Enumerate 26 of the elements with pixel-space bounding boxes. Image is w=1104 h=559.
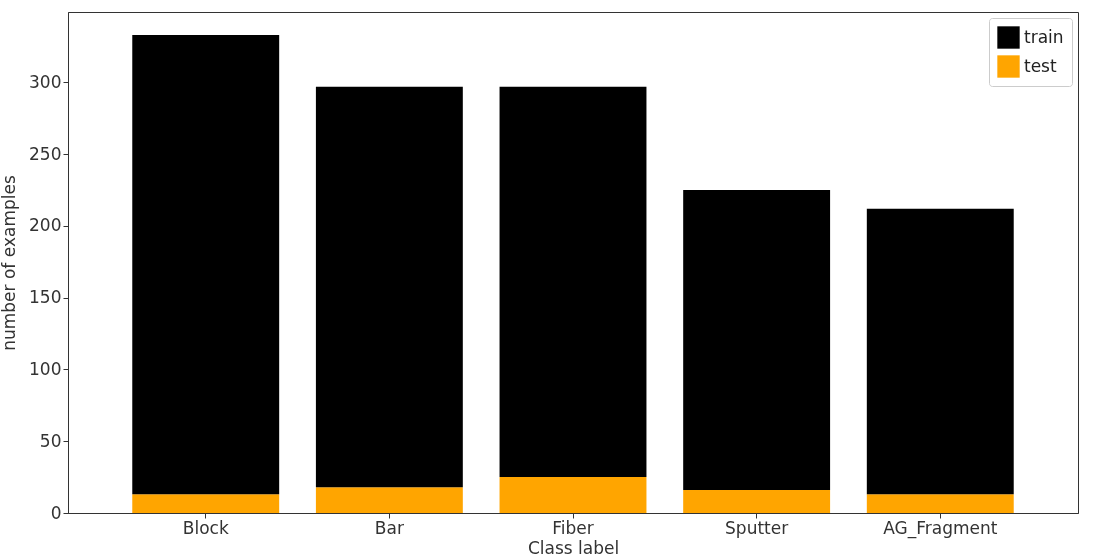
- y-tick-label: 150: [29, 287, 62, 308]
- y-tick-label: 50: [39, 430, 62, 451]
- x-axis-title: Class label: [527, 537, 620, 558]
- bar: [683, 190, 831, 491]
- bar: [866, 208, 1014, 495]
- y-tick-label: 0: [50, 502, 62, 523]
- y-tick-label: 250: [29, 143, 62, 164]
- bar: [315, 86, 463, 488]
- bar: [315, 487, 463, 513]
- x-tick-label: Sputter: [725, 517, 789, 538]
- bar: [499, 477, 647, 513]
- legend-label: test: [1024, 55, 1057, 76]
- bar: [132, 34, 280, 495]
- bar: [866, 494, 1014, 513]
- y-tick-label: 300: [29, 71, 62, 92]
- legend-label: train: [1024, 26, 1064, 47]
- x-tick-label: Bar: [374, 517, 404, 538]
- y-tick-label: 100: [29, 358, 62, 379]
- x-tick-label: AG_Fragment: [883, 517, 998, 539]
- bar: [499, 86, 647, 478]
- bar: [132, 494, 280, 513]
- y-tick-label: 200: [29, 215, 62, 236]
- bar: [683, 490, 831, 513]
- x-tick-label: Fiber: [552, 517, 594, 538]
- y-axis-title: number of examples: [0, 175, 20, 351]
- x-tick-label: Block: [182, 517, 229, 538]
